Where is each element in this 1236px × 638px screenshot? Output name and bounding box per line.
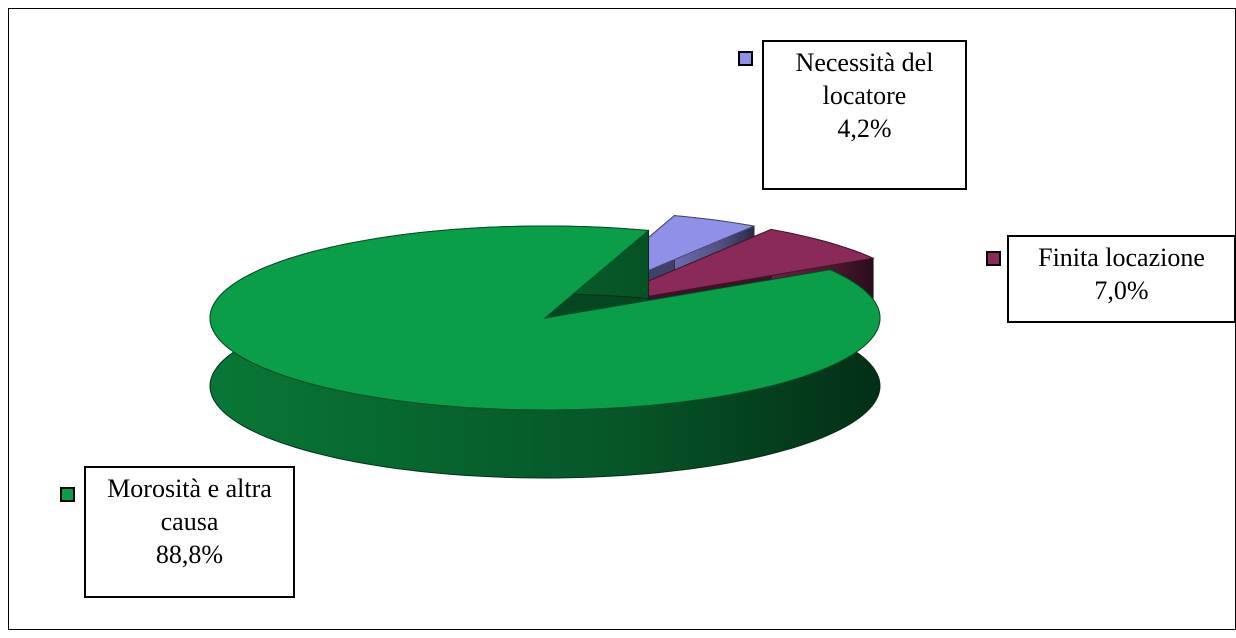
legend-swatch	[60, 487, 75, 502]
slice	[209, 225, 881, 411]
category-label: Necessità del locatore	[795, 48, 934, 110]
category-label: Finita locazione	[1038, 243, 1205, 272]
data-label-box: Necessità del locatore 4,2%	[762, 40, 967, 190]
legend-swatch	[986, 251, 1001, 266]
value-label: 88,8%	[155, 540, 224, 569]
value-label: 7,0%	[1094, 276, 1149, 305]
legend-swatch	[738, 51, 753, 66]
value-label: 4,2%	[837, 114, 892, 143]
slice-group	[209, 225, 881, 479]
category-label: Morosità e altra causa	[107, 474, 272, 536]
slice	[587, 228, 875, 307]
data-label-box: Morosità e altra causa 88,8%	[84, 466, 295, 598]
data-label-box: Finita locazione 7,0%	[1007, 235, 1236, 323]
